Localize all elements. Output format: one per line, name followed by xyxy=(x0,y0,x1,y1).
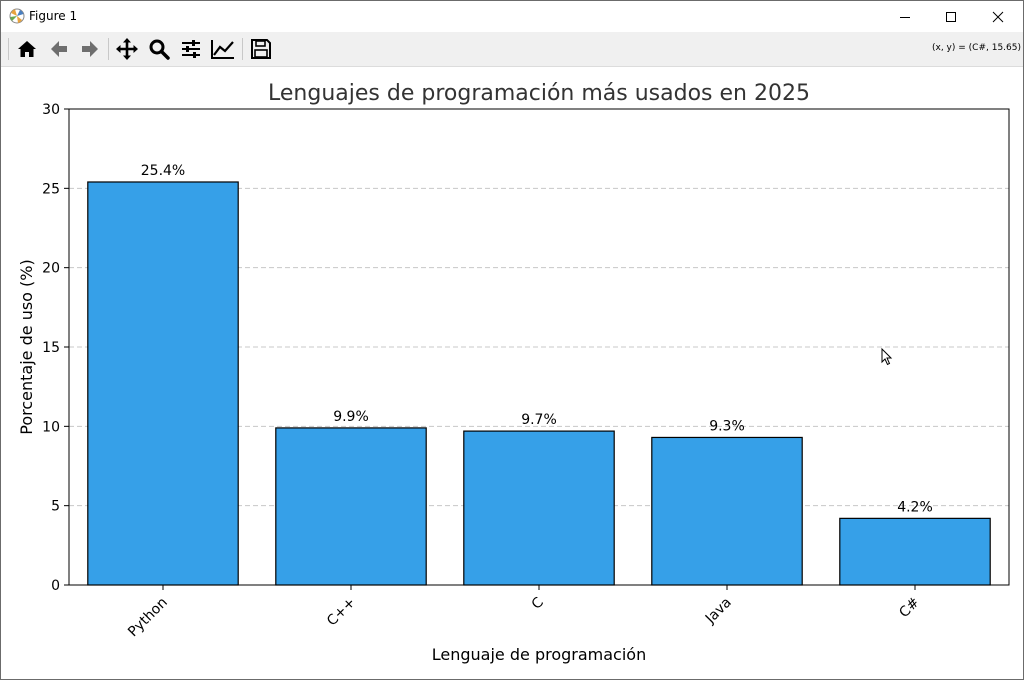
data-labels: 25.4% 9.9% 9.7% 9.3% 4.2% xyxy=(141,163,933,515)
bar-python xyxy=(87,181,239,586)
close-button[interactable] xyxy=(975,1,1021,32)
maximize-icon xyxy=(946,11,956,22)
line-chart-icon xyxy=(211,40,234,59)
y-tick-label: 10 xyxy=(42,419,60,435)
zoom-button[interactable] xyxy=(145,36,173,62)
home-icon xyxy=(18,41,36,57)
configure-subplots-button[interactable] xyxy=(177,36,205,62)
sliders-icon xyxy=(182,40,200,58)
data-label: 9.9% xyxy=(333,409,369,425)
magnifier-icon xyxy=(149,39,170,60)
edit-axis-button[interactable] xyxy=(209,36,237,62)
save-button[interactable] xyxy=(247,36,275,62)
coordinates-readout: (x, y) = (C#, 15.65) xyxy=(932,43,1021,53)
data-label: 4.2% xyxy=(897,499,933,515)
close-icon xyxy=(992,11,1004,22)
x-tick-label: C++ xyxy=(324,595,359,630)
y-tick-label: 30 xyxy=(42,102,60,118)
move-icon xyxy=(116,38,138,60)
data-label: 9.7% xyxy=(521,412,557,428)
arrow-left-icon xyxy=(51,41,67,57)
y-tick-label: 25 xyxy=(42,181,60,197)
chart-title: Lenguajes de programación más usados en … xyxy=(268,81,810,106)
data-label: 25.4% xyxy=(141,163,185,179)
matplotlib-logo-icon xyxy=(9,8,25,24)
toolbar-separator xyxy=(8,38,9,60)
x-tick-label: Java xyxy=(702,595,735,628)
toolbar-separator xyxy=(242,38,243,60)
maximize-button[interactable] xyxy=(928,1,974,32)
data-label: 9.3% xyxy=(709,418,745,434)
back-button[interactable] xyxy=(45,36,73,62)
y-axis-label: Porcentaje de uso (%) xyxy=(17,259,36,434)
bar-c- xyxy=(839,517,991,586)
pan-button[interactable] xyxy=(113,36,141,62)
bars xyxy=(87,181,991,586)
x-tick-label: Python xyxy=(125,595,171,641)
bar-chart: Lenguajes de programación más usados en … xyxy=(17,81,1010,664)
mouse-cursor-icon xyxy=(881,348,893,366)
minimize-button[interactable] xyxy=(882,1,928,32)
x-tick-label: C# xyxy=(896,595,923,622)
x-tick-label: C xyxy=(529,594,547,612)
home-button[interactable] xyxy=(13,36,41,62)
bar-java xyxy=(651,436,803,586)
window-title: Figure 1 xyxy=(29,9,78,23)
bar-c xyxy=(463,430,615,586)
bar-c- xyxy=(275,427,427,586)
forward-button[interactable] xyxy=(76,36,104,62)
navigation-toolbar: (x, y) = (C#, 15.65) xyxy=(1,32,1023,67)
y-tick-label: 20 xyxy=(42,261,60,277)
title-bar: Figure 1 xyxy=(1,1,1023,32)
y-axis-ticks: 0 5 10 15 20 25 30 xyxy=(42,102,69,594)
arrow-right-icon xyxy=(82,41,98,57)
y-tick-label: 5 xyxy=(51,499,60,515)
minimize-icon xyxy=(900,16,910,18)
toolbar-separator xyxy=(108,38,109,60)
y-tick-label: 15 xyxy=(42,340,60,356)
x-axis-label: Lenguaje de programación xyxy=(432,645,646,664)
floppy-disk-icon xyxy=(251,39,271,59)
y-tick-label: 0 xyxy=(51,578,60,594)
x-axis-ticks: Python C++ C Java C# xyxy=(125,585,923,640)
